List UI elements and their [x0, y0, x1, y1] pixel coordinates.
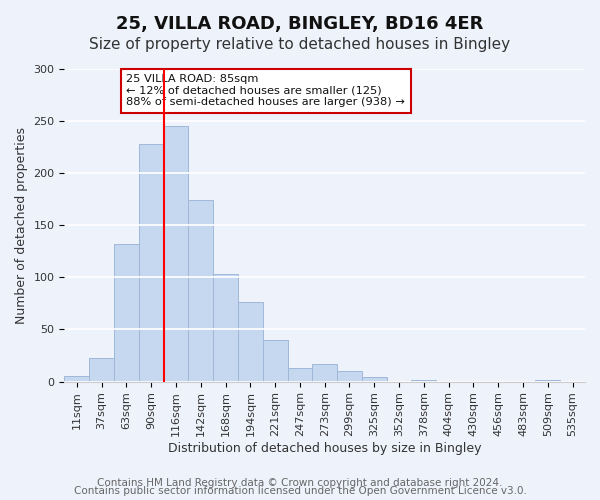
Bar	[114, 244, 139, 382]
Bar	[535, 380, 560, 382]
Bar	[313, 364, 337, 382]
Bar	[337, 371, 362, 382]
Bar	[89, 358, 114, 382]
Bar	[362, 378, 386, 382]
X-axis label: Distribution of detached houses by size in Bingley: Distribution of detached houses by size …	[168, 442, 481, 455]
Text: Contains public sector information licensed under the Open Government Licence v3: Contains public sector information licen…	[74, 486, 526, 496]
Text: 25 VILLA ROAD: 85sqm
← 12% of detached houses are smaller (125)
88% of semi-deta: 25 VILLA ROAD: 85sqm ← 12% of detached h…	[127, 74, 405, 108]
Bar	[287, 368, 313, 382]
Text: Size of property relative to detached houses in Bingley: Size of property relative to detached ho…	[89, 38, 511, 52]
Bar	[188, 200, 213, 382]
Bar	[64, 376, 89, 382]
Bar	[139, 144, 164, 382]
Y-axis label: Number of detached properties: Number of detached properties	[15, 127, 28, 324]
Text: Contains HM Land Registry data © Crown copyright and database right 2024.: Contains HM Land Registry data © Crown c…	[97, 478, 503, 488]
Bar	[412, 380, 436, 382]
Bar	[263, 340, 287, 382]
Bar	[213, 274, 238, 382]
Bar	[238, 302, 263, 382]
Bar	[164, 126, 188, 382]
Text: 25, VILLA ROAD, BINGLEY, BD16 4ER: 25, VILLA ROAD, BINGLEY, BD16 4ER	[116, 15, 484, 33]
